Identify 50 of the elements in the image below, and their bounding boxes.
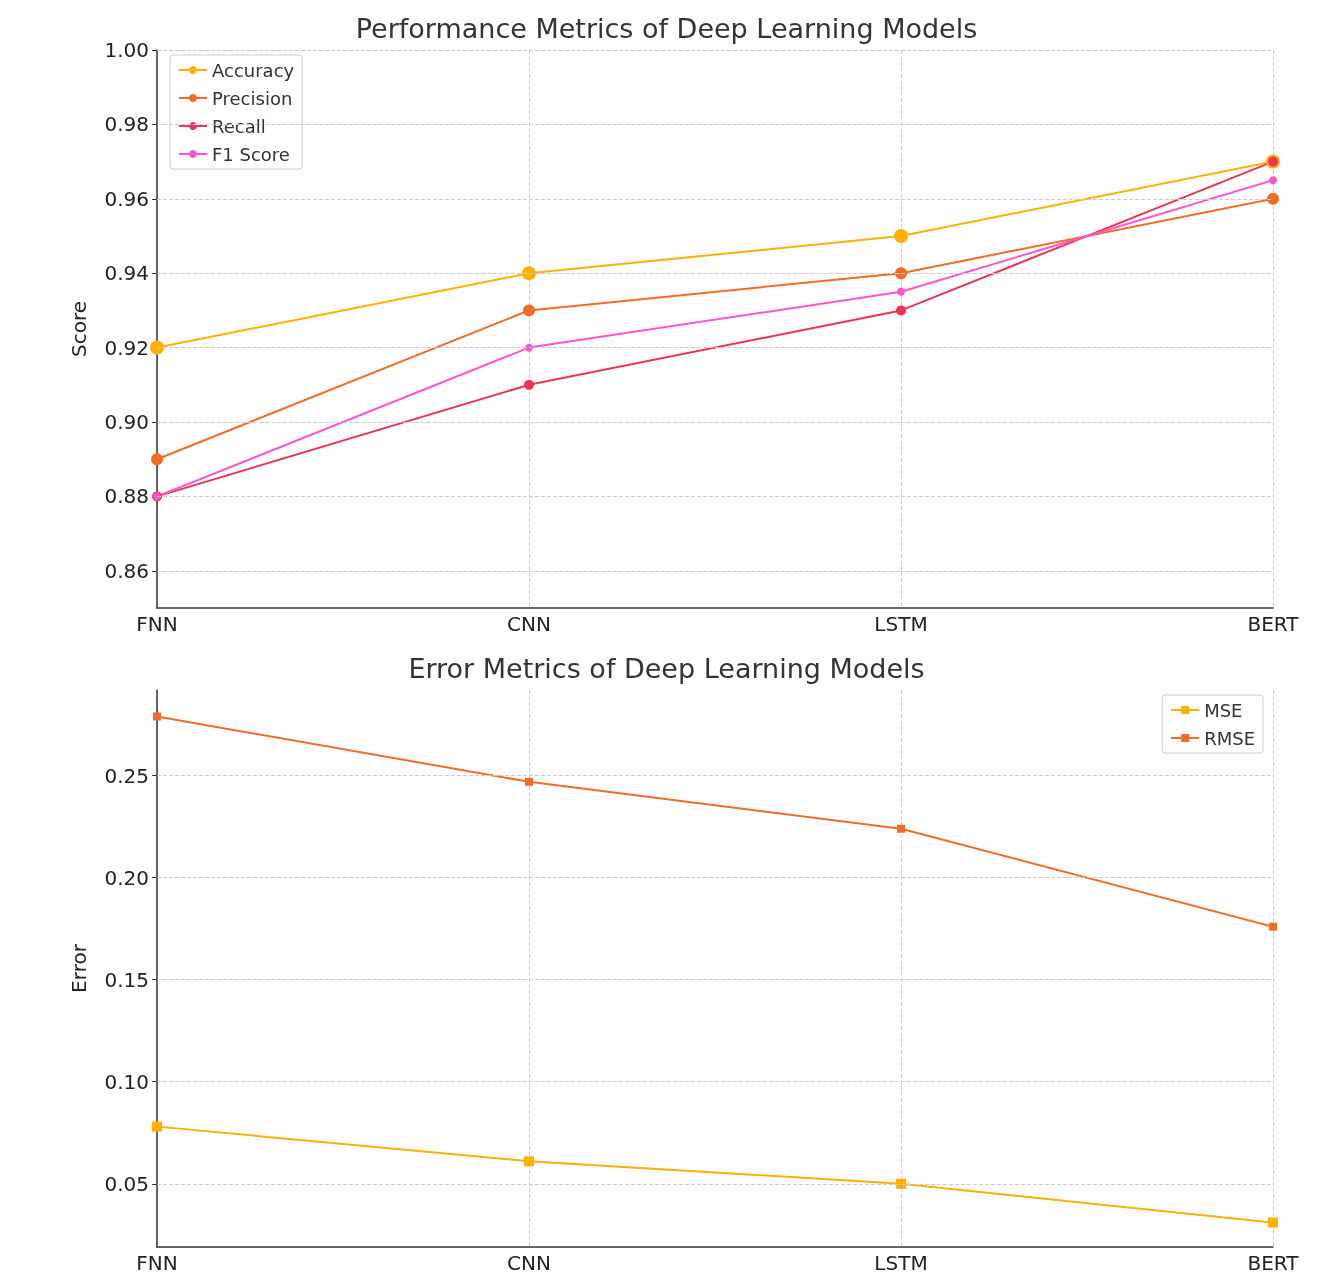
y-axis-title: Error bbox=[67, 943, 91, 993]
x-tick-label: LSTM bbox=[874, 1251, 928, 1273]
y-tick-label: 1.00 bbox=[104, 38, 149, 62]
legend-label: Recall bbox=[212, 115, 266, 137]
x-tick-label: LSTM bbox=[874, 612, 928, 636]
y-tick-label: 0.92 bbox=[104, 335, 149, 360]
point bbox=[895, 267, 907, 280]
x-tick-label: FNN bbox=[136, 1251, 178, 1273]
point bbox=[1267, 192, 1279, 205]
point bbox=[523, 304, 535, 317]
legend-label: F1 Score bbox=[212, 143, 290, 165]
x-tick-label: BERT bbox=[1247, 612, 1300, 636]
legend-label: Precision bbox=[212, 87, 293, 109]
point bbox=[896, 305, 906, 316]
point bbox=[1268, 1217, 1278, 1228]
legend-label: MSE bbox=[1204, 699, 1243, 721]
y-tick-label: 0.98 bbox=[104, 112, 149, 137]
y-tick-label: 0.20 bbox=[104, 865, 149, 890]
point bbox=[152, 1121, 162, 1132]
x-tick-label: CNN bbox=[507, 612, 551, 636]
point bbox=[151, 453, 163, 466]
legend-label: Accuracy bbox=[212, 59, 295, 81]
legend-label: RMSE bbox=[1204, 727, 1256, 749]
point bbox=[150, 340, 164, 355]
y-tick-label: 0.86 bbox=[104, 558, 149, 583]
y-tick-label: 0.10 bbox=[104, 1069, 149, 1094]
chart-title: Performance Metrics of Deep Learning Models bbox=[355, 13, 978, 44]
point bbox=[894, 229, 908, 243]
point bbox=[524, 379, 534, 390]
x-tick-label: FNN bbox=[136, 612, 178, 636]
point bbox=[153, 712, 161, 721]
y-tick-label: 0.25 bbox=[104, 763, 149, 788]
point bbox=[897, 287, 905, 296]
point bbox=[1269, 176, 1277, 185]
y-tick-label: 0.94 bbox=[104, 261, 149, 286]
y-tick-label: 0.15 bbox=[104, 967, 149, 992]
y-tick-label: 0.05 bbox=[104, 1171, 149, 1196]
point bbox=[525, 777, 533, 786]
y-tick-label: 0.96 bbox=[104, 186, 149, 211]
x-tick-label: CNN bbox=[507, 1251, 551, 1273]
chart-title: Error Metrics of Deep Learning Models bbox=[408, 653, 925, 684]
point bbox=[897, 824, 905, 833]
point bbox=[896, 1178, 906, 1189]
y-tick-label: 0.88 bbox=[104, 484, 149, 509]
point bbox=[522, 266, 536, 281]
y-axis-title: Score bbox=[67, 300, 91, 358]
point bbox=[524, 1156, 534, 1167]
y-tick-label: 0.90 bbox=[104, 410, 149, 434]
point bbox=[1269, 922, 1277, 931]
x-tick-label: BERT bbox=[1247, 1251, 1300, 1273]
